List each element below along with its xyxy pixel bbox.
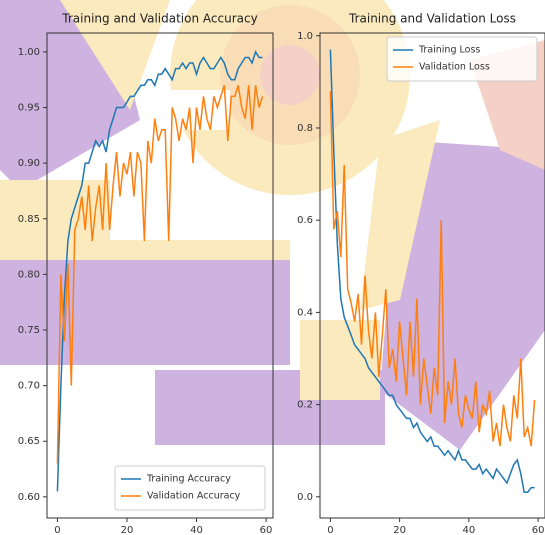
y-tick-label: 0.75 [18,325,40,336]
legend-text: Training Accuracy [146,474,231,485]
y-tick-label: 0.0 [297,492,313,503]
y-tick-label: 0.85 [18,214,40,225]
x-tick-label: 40 [462,525,475,535]
x-tick-label: 20 [393,525,406,535]
x-tick-label: 0 [54,525,60,535]
y-tick-label: 1.0 [297,31,313,42]
y-tick-label: 1.00 [18,47,40,58]
y-tick-label: 0.65 [18,436,40,447]
y-tick-label: 0.70 [18,381,40,392]
y-tick-label: 0.4 [297,307,313,318]
y-tick-label: 0.8 [297,123,313,134]
legend-text: Validation Accuracy [147,491,241,502]
y-tick-label: 0.6 [297,215,313,226]
x-tick-label: 60 [260,525,273,535]
y-tick-label: 0.95 [18,103,40,114]
x-tick-label: 0 [327,525,333,535]
y-tick-label: 0.60 [18,492,40,503]
y-tick-label: 0.90 [18,158,40,169]
y-tick-label: 0.2 [297,400,313,411]
x-tick-label: 60 [532,525,545,535]
x-tick-label: 40 [190,525,203,535]
x-tick-label: 20 [121,525,134,535]
figure: Training and Validation Accuracy0.600.65… [0,0,545,535]
legend-text: Training Loss [418,45,480,56]
y-tick-label: 0.80 [18,269,40,280]
chart-title: Training and Validation Accuracy [61,12,257,26]
chart-title: Training and Validation Loss [348,12,516,26]
legend-text: Validation Loss [419,62,490,73]
